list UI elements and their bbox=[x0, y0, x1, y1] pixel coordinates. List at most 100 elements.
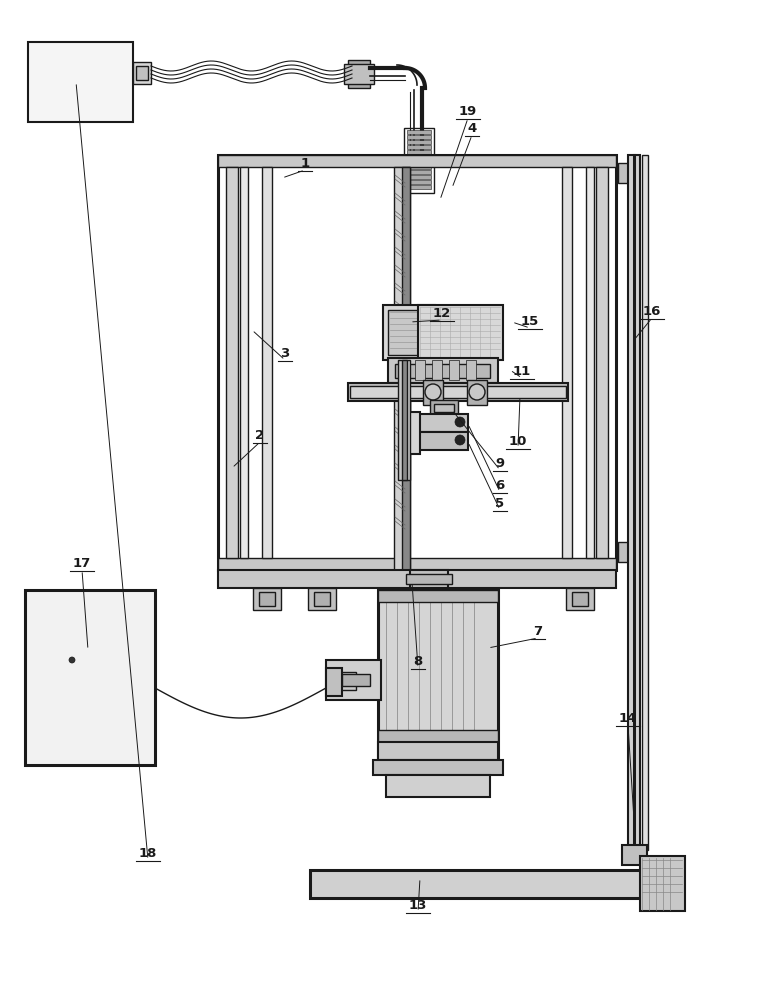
Bar bbox=[418, 432, 468, 450]
Bar bbox=[386, 775, 490, 797]
Circle shape bbox=[455, 435, 465, 445]
Bar bbox=[562, 167, 572, 558]
Bar bbox=[28, 42, 133, 122]
Bar bbox=[348, 383, 568, 401]
Bar bbox=[406, 574, 452, 584]
Bar bbox=[226, 167, 238, 558]
Text: 6: 6 bbox=[495, 479, 504, 492]
Bar bbox=[398, 360, 410, 480]
Bar bbox=[407, 185, 431, 189]
Bar bbox=[404, 128, 434, 193]
Bar bbox=[596, 167, 608, 558]
Bar bbox=[218, 155, 616, 570]
Bar bbox=[622, 845, 647, 865]
Bar bbox=[642, 155, 648, 850]
Bar bbox=[326, 668, 342, 696]
Bar bbox=[383, 305, 435, 360]
Bar bbox=[407, 145, 431, 149]
Bar bbox=[566, 588, 594, 610]
Bar bbox=[218, 570, 616, 588]
Bar bbox=[434, 404, 454, 412]
Bar bbox=[572, 592, 588, 606]
Bar bbox=[314, 592, 330, 606]
Bar bbox=[407, 135, 431, 139]
Text: 18: 18 bbox=[139, 847, 157, 860]
Text: 5: 5 bbox=[495, 497, 504, 510]
Bar bbox=[388, 358, 498, 383]
Bar bbox=[430, 400, 458, 414]
Bar bbox=[586, 167, 594, 558]
Bar bbox=[262, 167, 272, 558]
Text: 15: 15 bbox=[521, 315, 539, 328]
Bar bbox=[253, 588, 281, 610]
Text: 17: 17 bbox=[73, 557, 91, 570]
Bar bbox=[388, 310, 428, 355]
Text: 11: 11 bbox=[513, 365, 531, 378]
Bar bbox=[308, 588, 336, 610]
Text: 10: 10 bbox=[509, 435, 528, 448]
Bar bbox=[133, 62, 151, 84]
Bar bbox=[407, 170, 431, 174]
Bar bbox=[407, 150, 431, 154]
Bar bbox=[423, 380, 443, 405]
Bar bbox=[378, 730, 498, 742]
Bar bbox=[350, 386, 566, 398]
Bar bbox=[449, 360, 459, 380]
Bar bbox=[348, 60, 370, 88]
Text: 1: 1 bbox=[301, 157, 310, 170]
Bar bbox=[407, 175, 431, 179]
Bar bbox=[326, 672, 356, 690]
Bar bbox=[402, 360, 407, 480]
Text: 9: 9 bbox=[495, 457, 504, 470]
Bar bbox=[395, 364, 490, 378]
Bar bbox=[398, 360, 408, 380]
Bar bbox=[467, 380, 487, 405]
Text: 12: 12 bbox=[433, 307, 451, 320]
Bar bbox=[259, 592, 275, 606]
Text: 2: 2 bbox=[255, 429, 265, 442]
Bar bbox=[466, 360, 476, 380]
Bar bbox=[342, 674, 370, 686]
Bar bbox=[432, 360, 442, 380]
Bar bbox=[618, 163, 634, 183]
Text: 14: 14 bbox=[619, 712, 638, 725]
Bar bbox=[407, 130, 431, 134]
Bar bbox=[218, 155, 616, 167]
Text: 13: 13 bbox=[409, 899, 428, 912]
Bar bbox=[394, 167, 410, 570]
Bar bbox=[418, 414, 468, 432]
Text: 4: 4 bbox=[468, 122, 477, 135]
Text: 8: 8 bbox=[414, 655, 423, 668]
Bar bbox=[407, 160, 431, 164]
Bar bbox=[326, 660, 381, 700]
Bar bbox=[378, 742, 498, 760]
Bar bbox=[407, 165, 431, 169]
Text: 19: 19 bbox=[459, 105, 477, 118]
Circle shape bbox=[69, 657, 75, 663]
Circle shape bbox=[469, 384, 485, 400]
Bar bbox=[628, 155, 640, 850]
Bar bbox=[407, 180, 431, 184]
Bar bbox=[240, 167, 248, 558]
Bar bbox=[410, 570, 448, 588]
Bar bbox=[400, 412, 420, 454]
Circle shape bbox=[425, 384, 441, 400]
Bar bbox=[218, 558, 616, 570]
Bar bbox=[310, 870, 655, 898]
Text: 7: 7 bbox=[534, 625, 543, 638]
Bar bbox=[378, 590, 498, 760]
Text: 3: 3 bbox=[281, 347, 290, 360]
Bar bbox=[640, 856, 685, 911]
Bar bbox=[415, 360, 425, 380]
Bar bbox=[378, 590, 498, 602]
Bar bbox=[373, 760, 503, 775]
Bar bbox=[136, 66, 148, 80]
Bar bbox=[618, 542, 634, 562]
Bar bbox=[402, 167, 410, 570]
Circle shape bbox=[455, 417, 465, 427]
Bar bbox=[407, 140, 431, 144]
Bar bbox=[25, 590, 155, 765]
Text: 16: 16 bbox=[643, 305, 661, 318]
Bar bbox=[344, 64, 374, 84]
Bar bbox=[418, 305, 503, 360]
